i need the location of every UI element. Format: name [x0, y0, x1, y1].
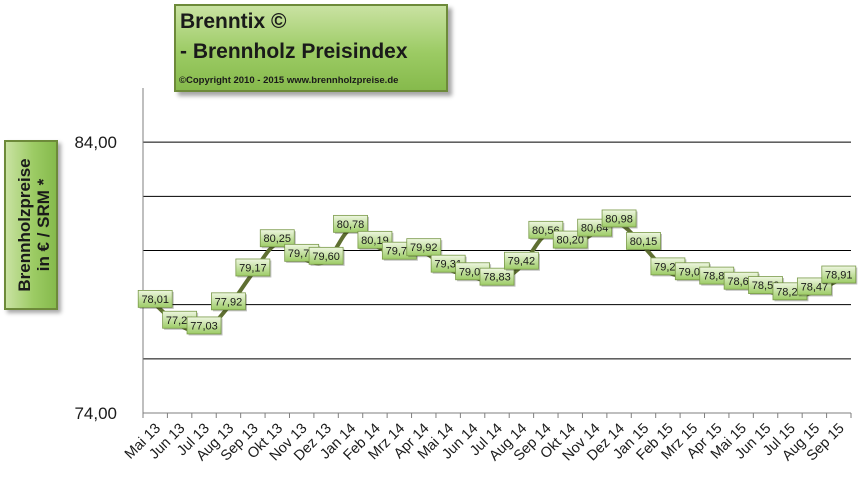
data-label-text: 80,64 — [581, 223, 609, 235]
data-label-text: 78,01 — [141, 294, 169, 306]
data-label: 80,78 — [333, 214, 370, 234]
data-label-text: 79,21 — [654, 261, 682, 273]
data-label-text: 80,98 — [605, 213, 633, 225]
data-label-text: 78,47 — [801, 281, 829, 293]
data-label-text: 80,56 — [532, 225, 560, 237]
data-label-text: 78,52 — [752, 280, 780, 292]
y-tick-label: 74,00 — [74, 404, 117, 423]
axes — [142, 88, 852, 418]
data-label-box — [235, 258, 271, 277]
y-tick-label: 84,00 — [74, 133, 117, 152]
data-label-box — [308, 246, 344, 265]
data-label-box — [186, 316, 222, 335]
data-label: 80,98 — [601, 209, 638, 229]
data-label-text: 77,92 — [215, 296, 243, 308]
data-label: 78,91 — [821, 265, 858, 285]
gridlines — [143, 141, 851, 360]
data-label-text: 79,60 — [312, 251, 340, 263]
data-label-text: 78,29 — [776, 286, 804, 298]
data-label-text: 79,92 — [410, 242, 438, 254]
data-label-box — [601, 209, 637, 228]
data-label-text: 80,20 — [556, 235, 584, 247]
data-label-box — [137, 289, 173, 308]
data-label-text: 78,87 — [703, 271, 731, 283]
chart-subtitle: - Brennholz Preisindex — [180, 40, 408, 63]
data-label-text: 78,83 — [483, 272, 511, 284]
data-label-text: 79,31 — [434, 259, 462, 271]
data-label-text: 80,15 — [630, 236, 658, 248]
y-axis-label-line2: in € / SRM * — [34, 178, 53, 271]
data-label-text: 80,78 — [337, 219, 365, 231]
data-label-text: 77,24 — [166, 315, 194, 327]
data-label: 79,42 — [504, 251, 540, 271]
data-label-box — [504, 251, 539, 270]
data-label: 78,83 — [479, 267, 516, 287]
data-label: 77,92 — [211, 292, 247, 312]
y-axis-label-line1: Brennholzpreise — [15, 158, 34, 291]
data-label: 79,92 — [406, 238, 443, 258]
data-label-box — [479, 267, 515, 286]
data-label: 78,01 — [137, 289, 174, 309]
data-label: 79,17 — [235, 258, 272, 278]
data-label: 79,60 — [308, 246, 345, 266]
data-label-text: 79,03 — [459, 266, 487, 278]
data-label-text: 79,17 — [239, 262, 267, 274]
data-label-box — [406, 238, 442, 257]
data-label-text: 79,71 — [288, 248, 316, 260]
y-tick-labels: 74,00 84,00 — [74, 133, 117, 423]
data-label-text: 79,42 — [508, 256, 536, 268]
data-label-text: 79,03 — [679, 266, 707, 278]
chart-title-box: Brenntix © - Brennholz Preisindex ©Copyr… — [174, 4, 448, 92]
data-label-text: 80,19 — [361, 235, 389, 247]
data-label-text: 80,25 — [264, 233, 292, 245]
data-label-box — [333, 214, 368, 233]
data-label-text: 78,91 — [825, 270, 853, 282]
chart-title: Brenntix © — [180, 10, 287, 33]
copyright-text: ©Copyright 2010 - 2015 www.brennholzprei… — [179, 75, 399, 86]
y-axis-label-box: Brennholzpreise in € / SRM * — [4, 140, 58, 310]
data-label: 80,20 — [552, 230, 589, 250]
data-label-text: 77,03 — [190, 320, 218, 332]
data-label-box — [259, 229, 295, 248]
data-label: 80,19 — [357, 230, 394, 250]
data-label-box — [821, 265, 857, 284]
data-label-box — [626, 232, 661, 250]
data-label-text: 79,79 — [386, 246, 414, 258]
data-label-box — [211, 292, 246, 311]
data-label-text: 78,68 — [727, 276, 755, 288]
data-label: 80,15 — [626, 232, 662, 251]
data-label: 77,03 — [186, 316, 223, 336]
